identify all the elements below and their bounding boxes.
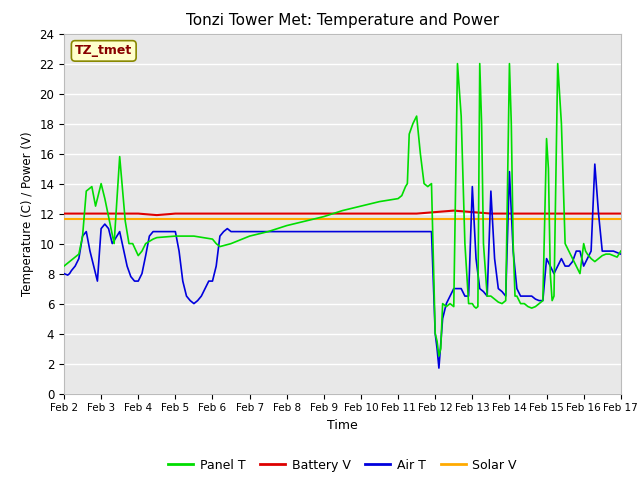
Solar V — [246, 216, 253, 222]
Solar V — [339, 216, 346, 222]
Solar V — [209, 216, 216, 222]
Solar V — [431, 216, 439, 222]
Battery V — [450, 208, 458, 214]
Battery V — [320, 211, 328, 216]
Battery V — [561, 211, 569, 216]
Legend: Panel T, Battery V, Air T, Solar V: Panel T, Battery V, Air T, Solar V — [163, 454, 522, 477]
Battery V — [376, 211, 383, 216]
Air T — [402, 228, 410, 234]
Solar V — [320, 216, 328, 222]
Solar V — [283, 216, 291, 222]
Battery V — [60, 211, 68, 216]
Battery V — [172, 211, 179, 216]
Battery V — [543, 211, 550, 216]
Battery V — [617, 211, 625, 216]
Battery V — [301, 211, 309, 216]
Title: Tonzi Tower Met: Temperature and Power: Tonzi Tower Met: Temperature and Power — [186, 13, 499, 28]
Panel T — [468, 300, 476, 306]
Air T — [450, 286, 458, 291]
Solar V — [79, 216, 86, 222]
Solar V — [394, 216, 402, 222]
Battery V — [283, 211, 291, 216]
X-axis label: Time: Time — [327, 419, 358, 432]
Battery V — [264, 211, 272, 216]
Solar V — [468, 216, 476, 222]
Solar V — [134, 216, 142, 222]
Solar V — [524, 216, 532, 222]
Solar V — [506, 216, 513, 222]
Solar V — [97, 216, 105, 222]
Battery V — [487, 211, 495, 216]
Panel T — [394, 196, 402, 202]
Solar V — [60, 216, 68, 222]
Battery V — [413, 211, 420, 216]
Solar V — [190, 216, 198, 222]
Solar V — [450, 216, 458, 222]
Solar V — [301, 216, 309, 222]
Panel T — [506, 60, 513, 66]
Solar V — [561, 216, 569, 222]
Air T — [246, 228, 253, 234]
Solar V — [227, 216, 235, 222]
Battery V — [431, 209, 439, 215]
Battery V — [79, 211, 86, 216]
Panel T — [617, 248, 625, 254]
Battery V — [134, 211, 142, 216]
Solar V — [598, 216, 606, 222]
Solar V — [617, 216, 625, 222]
Air T — [617, 251, 625, 257]
Solar V — [543, 216, 550, 222]
Line: Air T: Air T — [64, 164, 621, 368]
Solar V — [172, 216, 179, 222]
Air T — [182, 293, 190, 299]
Solar V — [264, 216, 272, 222]
Air T — [609, 248, 617, 254]
Solar V — [376, 216, 383, 222]
Solar V — [413, 216, 420, 222]
Air T — [435, 365, 443, 371]
Text: TZ_tmet: TZ_tmet — [75, 44, 132, 58]
Solar V — [487, 216, 495, 222]
Solar V — [357, 216, 365, 222]
Solar V — [116, 216, 124, 222]
Air T — [172, 228, 179, 234]
Battery V — [580, 211, 588, 216]
Battery V — [339, 211, 346, 216]
Solar V — [153, 216, 161, 222]
Panel T — [283, 223, 291, 228]
Panel T — [454, 60, 461, 66]
Y-axis label: Temperature (C) / Power (V): Temperature (C) / Power (V) — [20, 132, 34, 296]
Battery V — [153, 212, 161, 218]
Panel T — [435, 353, 443, 359]
Battery V — [116, 211, 124, 216]
Air T — [60, 271, 68, 276]
Battery V — [468, 209, 476, 215]
Air T — [591, 161, 598, 167]
Solar V — [580, 216, 588, 222]
Battery V — [227, 211, 235, 216]
Battery V — [598, 211, 606, 216]
Battery V — [506, 211, 513, 216]
Panel T — [60, 263, 68, 269]
Battery V — [246, 211, 253, 216]
Line: Battery V: Battery V — [64, 211, 621, 215]
Panel T — [97, 180, 105, 186]
Battery V — [394, 211, 402, 216]
Battery V — [524, 211, 532, 216]
Battery V — [209, 211, 216, 216]
Battery V — [190, 211, 198, 216]
Panel T — [470, 304, 478, 310]
Battery V — [357, 211, 365, 216]
Line: Panel T: Panel T — [64, 63, 621, 356]
Battery V — [97, 211, 105, 216]
